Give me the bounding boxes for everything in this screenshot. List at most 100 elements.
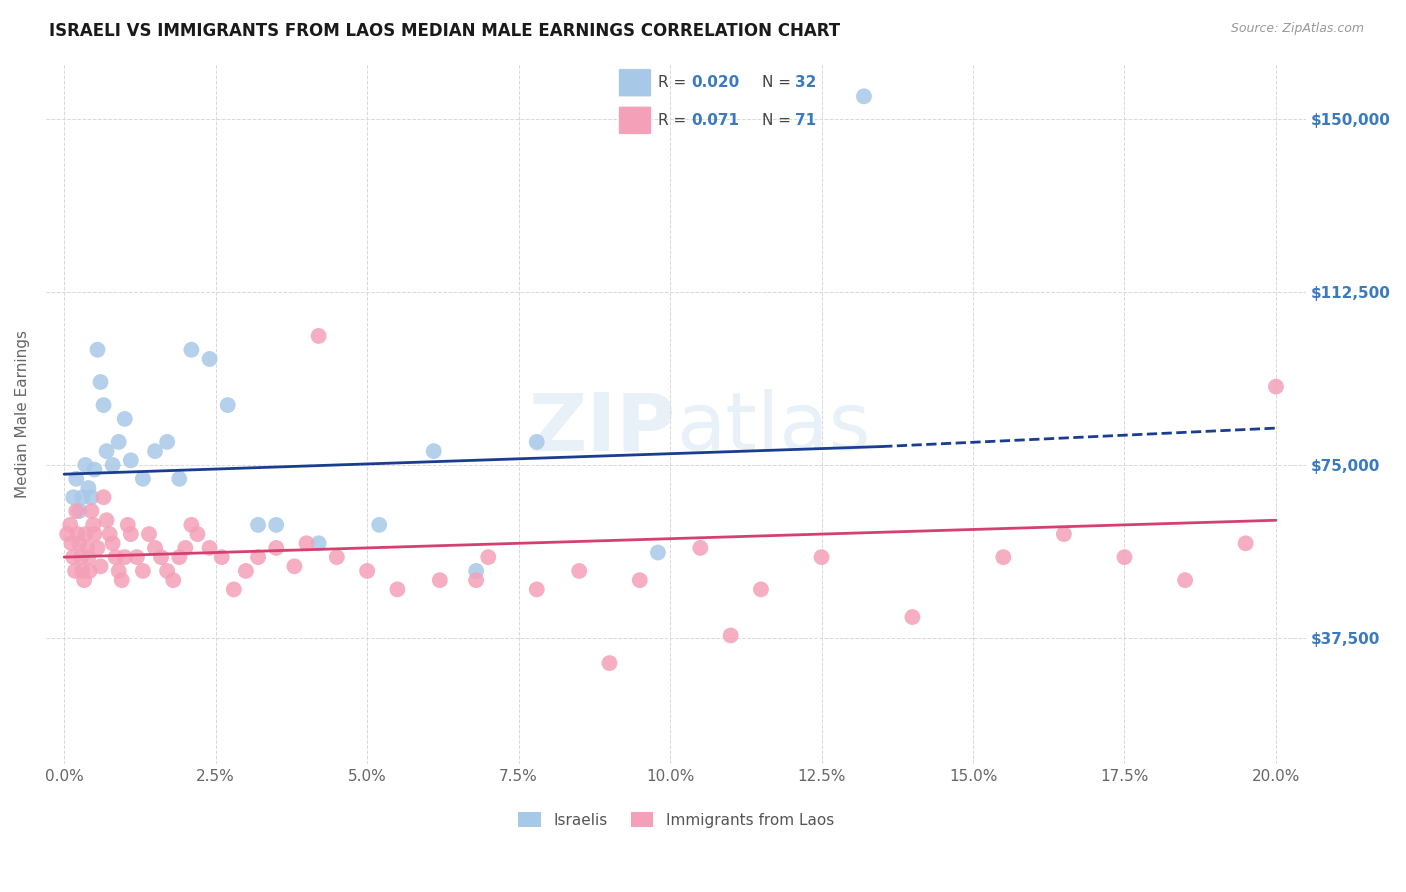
Legend: Israelis, Immigrants from Laos: Israelis, Immigrants from Laos <box>512 805 839 834</box>
Point <box>247 550 270 565</box>
Point <box>198 351 221 366</box>
Point <box>114 550 136 565</box>
Point <box>143 444 166 458</box>
Point <box>568 564 591 578</box>
FancyBboxPatch shape <box>619 69 651 97</box>
Point <box>59 517 82 532</box>
Point <box>720 628 742 642</box>
Point <box>75 458 97 472</box>
Point <box>247 517 270 532</box>
Point <box>169 472 191 486</box>
Point <box>150 550 173 565</box>
Point <box>526 434 548 449</box>
Point <box>169 550 191 565</box>
Point <box>647 545 669 559</box>
Point <box>79 564 101 578</box>
Text: ZIP: ZIP <box>529 389 676 467</box>
Point <box>111 573 134 587</box>
Point <box>83 527 105 541</box>
Point <box>60 536 83 550</box>
Point <box>83 462 105 476</box>
Point <box>73 573 96 587</box>
Point <box>368 517 391 532</box>
Point <box>901 610 924 624</box>
Point <box>810 550 832 565</box>
Point <box>477 550 499 565</box>
Point <box>77 481 100 495</box>
Point <box>356 564 378 578</box>
Point <box>96 444 118 458</box>
Point <box>117 517 139 532</box>
Point <box>308 536 330 550</box>
Point <box>852 89 875 103</box>
Point <box>264 517 287 532</box>
Text: R =: R = <box>658 112 692 128</box>
Point <box>526 582 548 597</box>
Point <box>120 453 142 467</box>
Point <box>689 541 711 555</box>
Point <box>82 517 104 532</box>
Point <box>749 582 772 597</box>
Point <box>104 550 127 565</box>
Point <box>93 490 115 504</box>
Point <box>222 582 245 597</box>
Point <box>264 541 287 555</box>
Point <box>96 513 118 527</box>
Point <box>387 582 409 597</box>
Point <box>465 564 488 578</box>
Point <box>75 527 97 541</box>
Point <box>174 541 197 555</box>
Point <box>180 517 202 532</box>
Point <box>156 564 179 578</box>
Text: N =: N = <box>762 75 796 90</box>
Point <box>65 472 87 486</box>
Point <box>429 573 451 587</box>
Text: R =: R = <box>658 75 692 90</box>
Text: Source: ZipAtlas.com: Source: ZipAtlas.com <box>1230 22 1364 36</box>
Point <box>63 564 86 578</box>
Point <box>143 541 166 555</box>
Point <box>1234 536 1257 550</box>
Point <box>107 434 129 449</box>
Point <box>125 550 148 565</box>
Point <box>198 541 221 555</box>
Point <box>295 536 318 550</box>
Point <box>98 527 121 541</box>
Point <box>132 564 155 578</box>
Point <box>162 573 184 587</box>
Text: N =: N = <box>762 112 796 128</box>
Text: atlas: atlas <box>676 389 870 467</box>
Point <box>156 434 179 449</box>
Point <box>86 541 108 555</box>
Point <box>120 527 142 541</box>
Point <box>283 559 305 574</box>
Point <box>80 504 103 518</box>
Point <box>132 472 155 486</box>
Point <box>423 444 446 458</box>
Point <box>114 412 136 426</box>
Text: 0.071: 0.071 <box>692 112 740 128</box>
Point <box>56 527 79 541</box>
Point <box>628 573 651 587</box>
Text: 71: 71 <box>796 112 817 128</box>
Point <box>107 564 129 578</box>
FancyBboxPatch shape <box>619 106 651 135</box>
Point <box>89 375 111 389</box>
Point <box>70 550 93 565</box>
Point <box>101 536 124 550</box>
Point <box>138 527 160 541</box>
Text: 0.020: 0.020 <box>692 75 740 90</box>
Point <box>211 550 233 565</box>
Point <box>598 656 620 670</box>
Point <box>1174 573 1197 587</box>
Point <box>993 550 1015 565</box>
Point <box>86 343 108 357</box>
Point <box>235 564 257 578</box>
Point <box>72 564 94 578</box>
Y-axis label: Median Male Earnings: Median Male Earnings <box>15 330 30 499</box>
Point <box>65 504 87 518</box>
Point <box>217 398 239 412</box>
Point <box>308 329 330 343</box>
Point <box>186 527 208 541</box>
Point <box>180 343 202 357</box>
